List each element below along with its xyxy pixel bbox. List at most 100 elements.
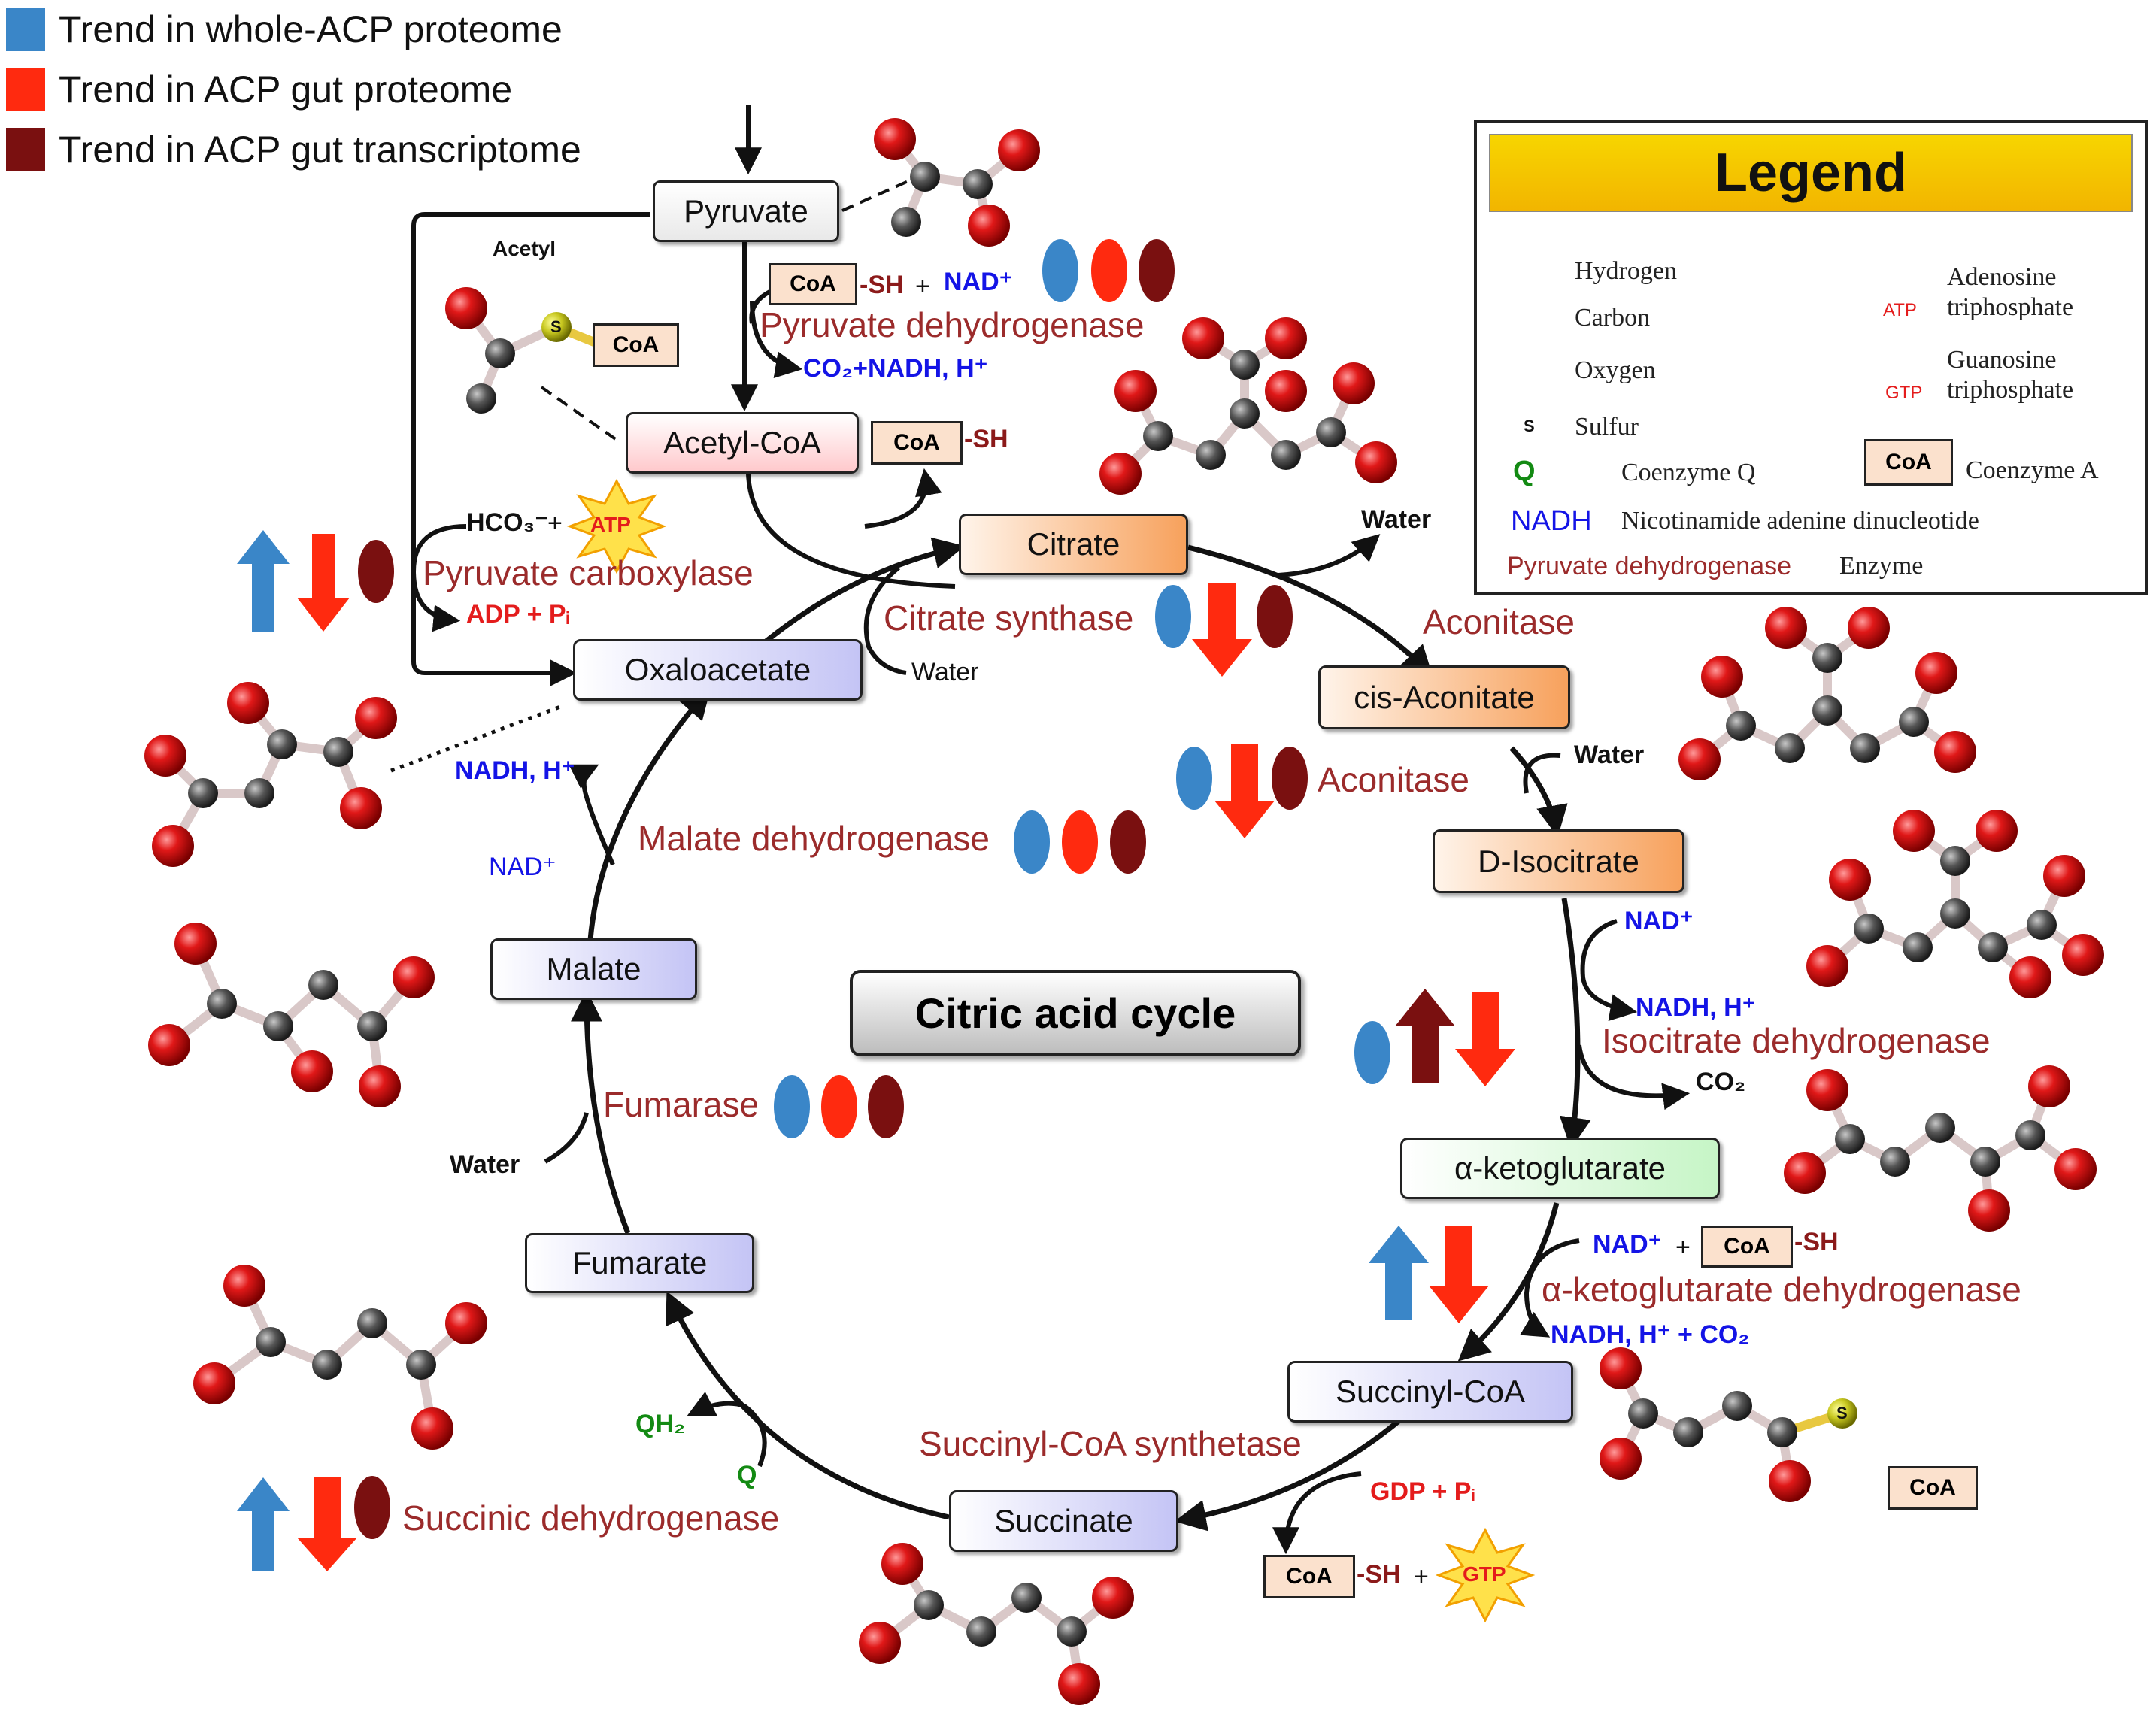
nadh-h-isocitrate: NADH, H⁺ (1636, 993, 1756, 1022)
water-citrate-synthase: Water (911, 658, 979, 686)
molecule-succinate (859, 1543, 1134, 1705)
metabolite-citrate: Citrate (959, 514, 1188, 575)
arc-oxaloacetate-citrate (757, 537, 966, 649)
maroon-swatch (6, 128, 45, 171)
plus-label-pc: + (547, 509, 563, 538)
atp-starburst-pc (566, 478, 667, 574)
nad-plus-akg: NAD⁺ (1593, 1230, 1662, 1259)
legend-sulfur: Sulfur (1575, 413, 1639, 441)
enzyme-isocitrate-dehydrogenase: Isocitrate dehydrogenase (1602, 1021, 1991, 1060)
arrow-coa-released (864, 468, 942, 529)
arrow-pc (411, 524, 467, 632)
metabolite-fumarate: Fumarate (525, 1233, 754, 1293)
legend-sulfur-letter: S (1524, 417, 1535, 435)
gtp-starburst (1435, 1527, 1536, 1623)
arrow-malate-nad (569, 764, 615, 866)
gtp-label: GTP (1463, 1562, 1506, 1586)
molecule-fumarate (193, 1265, 487, 1450)
arc-isocitrate-akg (1559, 898, 1591, 1150)
blue-swatch (6, 8, 45, 51)
arrow-acetylcoa-citrate (746, 473, 956, 589)
legend-atp-label: ATP (1883, 300, 1917, 320)
legend-oxygen: Oxygen (1575, 356, 1656, 384)
metabolite-acetyl-coa: Acetyl-CoA (626, 412, 859, 474)
arrow-succinyl-gdp (1272, 1471, 1362, 1555)
legend-enzyme-desc: Enzyme (1839, 552, 1924, 580)
molecule-citrate (1099, 317, 1397, 495)
molecule-cis-aconitate (1678, 607, 1976, 780)
molecule-malate (148, 923, 435, 1107)
enzyme-akg-dehydrogenase: α-ketoglutarate dehydrogenase (1542, 1270, 2021, 1309)
adp-pi-label: ADP + Pᵢ (466, 600, 570, 629)
trend-legend-gut-proteome: Trend in ACP gut proteome (6, 68, 512, 111)
arc-fumarate-malate (571, 989, 631, 1235)
coa-box-succinyl-molecule: CoA (1888, 1466, 1978, 1510)
legend-coa-symbol: CoA (1864, 439, 1953, 486)
trend-label: Trend in ACP gut proteome (59, 68, 513, 111)
acetyl-sulfur-letter: S (550, 317, 562, 336)
enzyme-pyruvate-dehydrogenase: Pyruvate dehydrogenase (760, 305, 1145, 344)
molecule-succinyl-coa (1600, 1347, 1857, 1502)
gdp-pi-label: GDP + Pᵢ (1370, 1477, 1475, 1506)
succinyl-sulfur-letter: S (1836, 1404, 1848, 1423)
plus-label-akg: + (1675, 1233, 1691, 1262)
nad-plus-malate: NAD⁺ (489, 853, 556, 881)
enzyme-succinic-dehydrogenase: Succinic dehydrogenase (402, 1498, 780, 1538)
molecule-oxaloacetate (144, 682, 397, 867)
molecule-isocitrate (1806, 810, 2104, 998)
enzyme-aconitase-2: Aconitase (1318, 760, 1470, 799)
coa-box-pdh: CoA (769, 263, 857, 305)
arrow-isocit-co2 (1577, 1044, 1691, 1110)
trend-legend-whole-acp: Trend in whole-ACP proteome (6, 8, 563, 51)
arrow-akg-nad (1520, 1238, 1580, 1338)
enzyme-fumarase: Fumarase (603, 1085, 760, 1124)
sh-label-released: -SH (964, 425, 1008, 453)
arrow-citrate-synthase-water (863, 565, 907, 675)
legend-nadh-symbol: NADH (1511, 505, 1592, 537)
nadh-h-malate: NADH, H⁺ (455, 756, 575, 785)
arrow-water-in-isocitrate (1523, 753, 1561, 794)
legend-q-desc: Coenzyme Q (1621, 459, 1756, 486)
arrow-succinate-q (687, 1392, 767, 1468)
arc-succinylcoa-succinate (1174, 1419, 1401, 1532)
plus-label: + (915, 272, 930, 301)
legend-atp-desc: Adenosine triphosphate (1947, 263, 2074, 321)
coa-box-released: CoA (871, 421, 963, 465)
legend-gtp-label: GTP (1885, 383, 1923, 403)
arc-cisaconitate-isocitrate (1509, 746, 1568, 838)
metabolite-cis-aconitate: cis-Aconitate (1318, 665, 1570, 729)
plus-label-gtp: + (1414, 1562, 1429, 1591)
water-aconitase-in: Water (1574, 741, 1645, 769)
water-fumarase: Water (450, 1150, 520, 1179)
hco3-label: HCO₃⁻ (466, 508, 549, 537)
atp-label-pc: ATP (590, 513, 631, 536)
legend-gtp-desc: Guanosine triphosphate (1947, 346, 2074, 404)
sh-label: -SH (860, 271, 904, 299)
nadh-h-co2-akg: NADH, H⁺ + CO₂ (1551, 1320, 1750, 1349)
trend-legend-gut-transcriptome: Trend in ACP gut transcriptome (6, 128, 581, 171)
enzyme-citrate-synthase: Citrate synthase (884, 598, 1134, 638)
q-label: Q (737, 1461, 757, 1489)
molecule-akg (1784, 1065, 2097, 1232)
coa-box-succinyl: CoA (1263, 1555, 1355, 1598)
enzyme-malate-dehydrogenase: Malate dehydrogenase (638, 819, 990, 858)
coa-box-acetyl: CoA (593, 323, 679, 367)
enzyme-succinyl-coa-synthetase: Succinyl-CoA synthetase (919, 1424, 1302, 1463)
arrow-water-out (1278, 534, 1381, 577)
red-swatch (6, 68, 45, 111)
molecule-pyruvate (874, 118, 1040, 247)
arrow-fumarate-water (544, 1112, 589, 1164)
metabolite-oxaloacetate: Oxaloacetate (573, 639, 863, 701)
metabolite-malate: Malate (490, 938, 697, 1000)
legend-carbon: Carbon (1575, 304, 1651, 332)
arc-citrate-cisaconitate (1187, 544, 1433, 678)
legend-box: Legend Hydrogen Carbon Oxygen Sulfur Ade… (1474, 120, 2148, 595)
legend-hydrogen: Hydrogen (1575, 257, 1677, 285)
metabolite-d-isocitrate: D-Isocitrate (1433, 829, 1684, 893)
legend-title: Legend (1489, 134, 2133, 212)
coa-box-akg: CoA (1701, 1226, 1793, 1268)
molecule-acetyl (445, 287, 596, 414)
enzyme-pyruvate-carboxylase: Pyruvate carboxylase (423, 553, 754, 592)
co2-nadh-pdh: CO₂+NADH, H⁺ (803, 354, 988, 383)
center-title: Citric acid cycle (850, 970, 1301, 1056)
